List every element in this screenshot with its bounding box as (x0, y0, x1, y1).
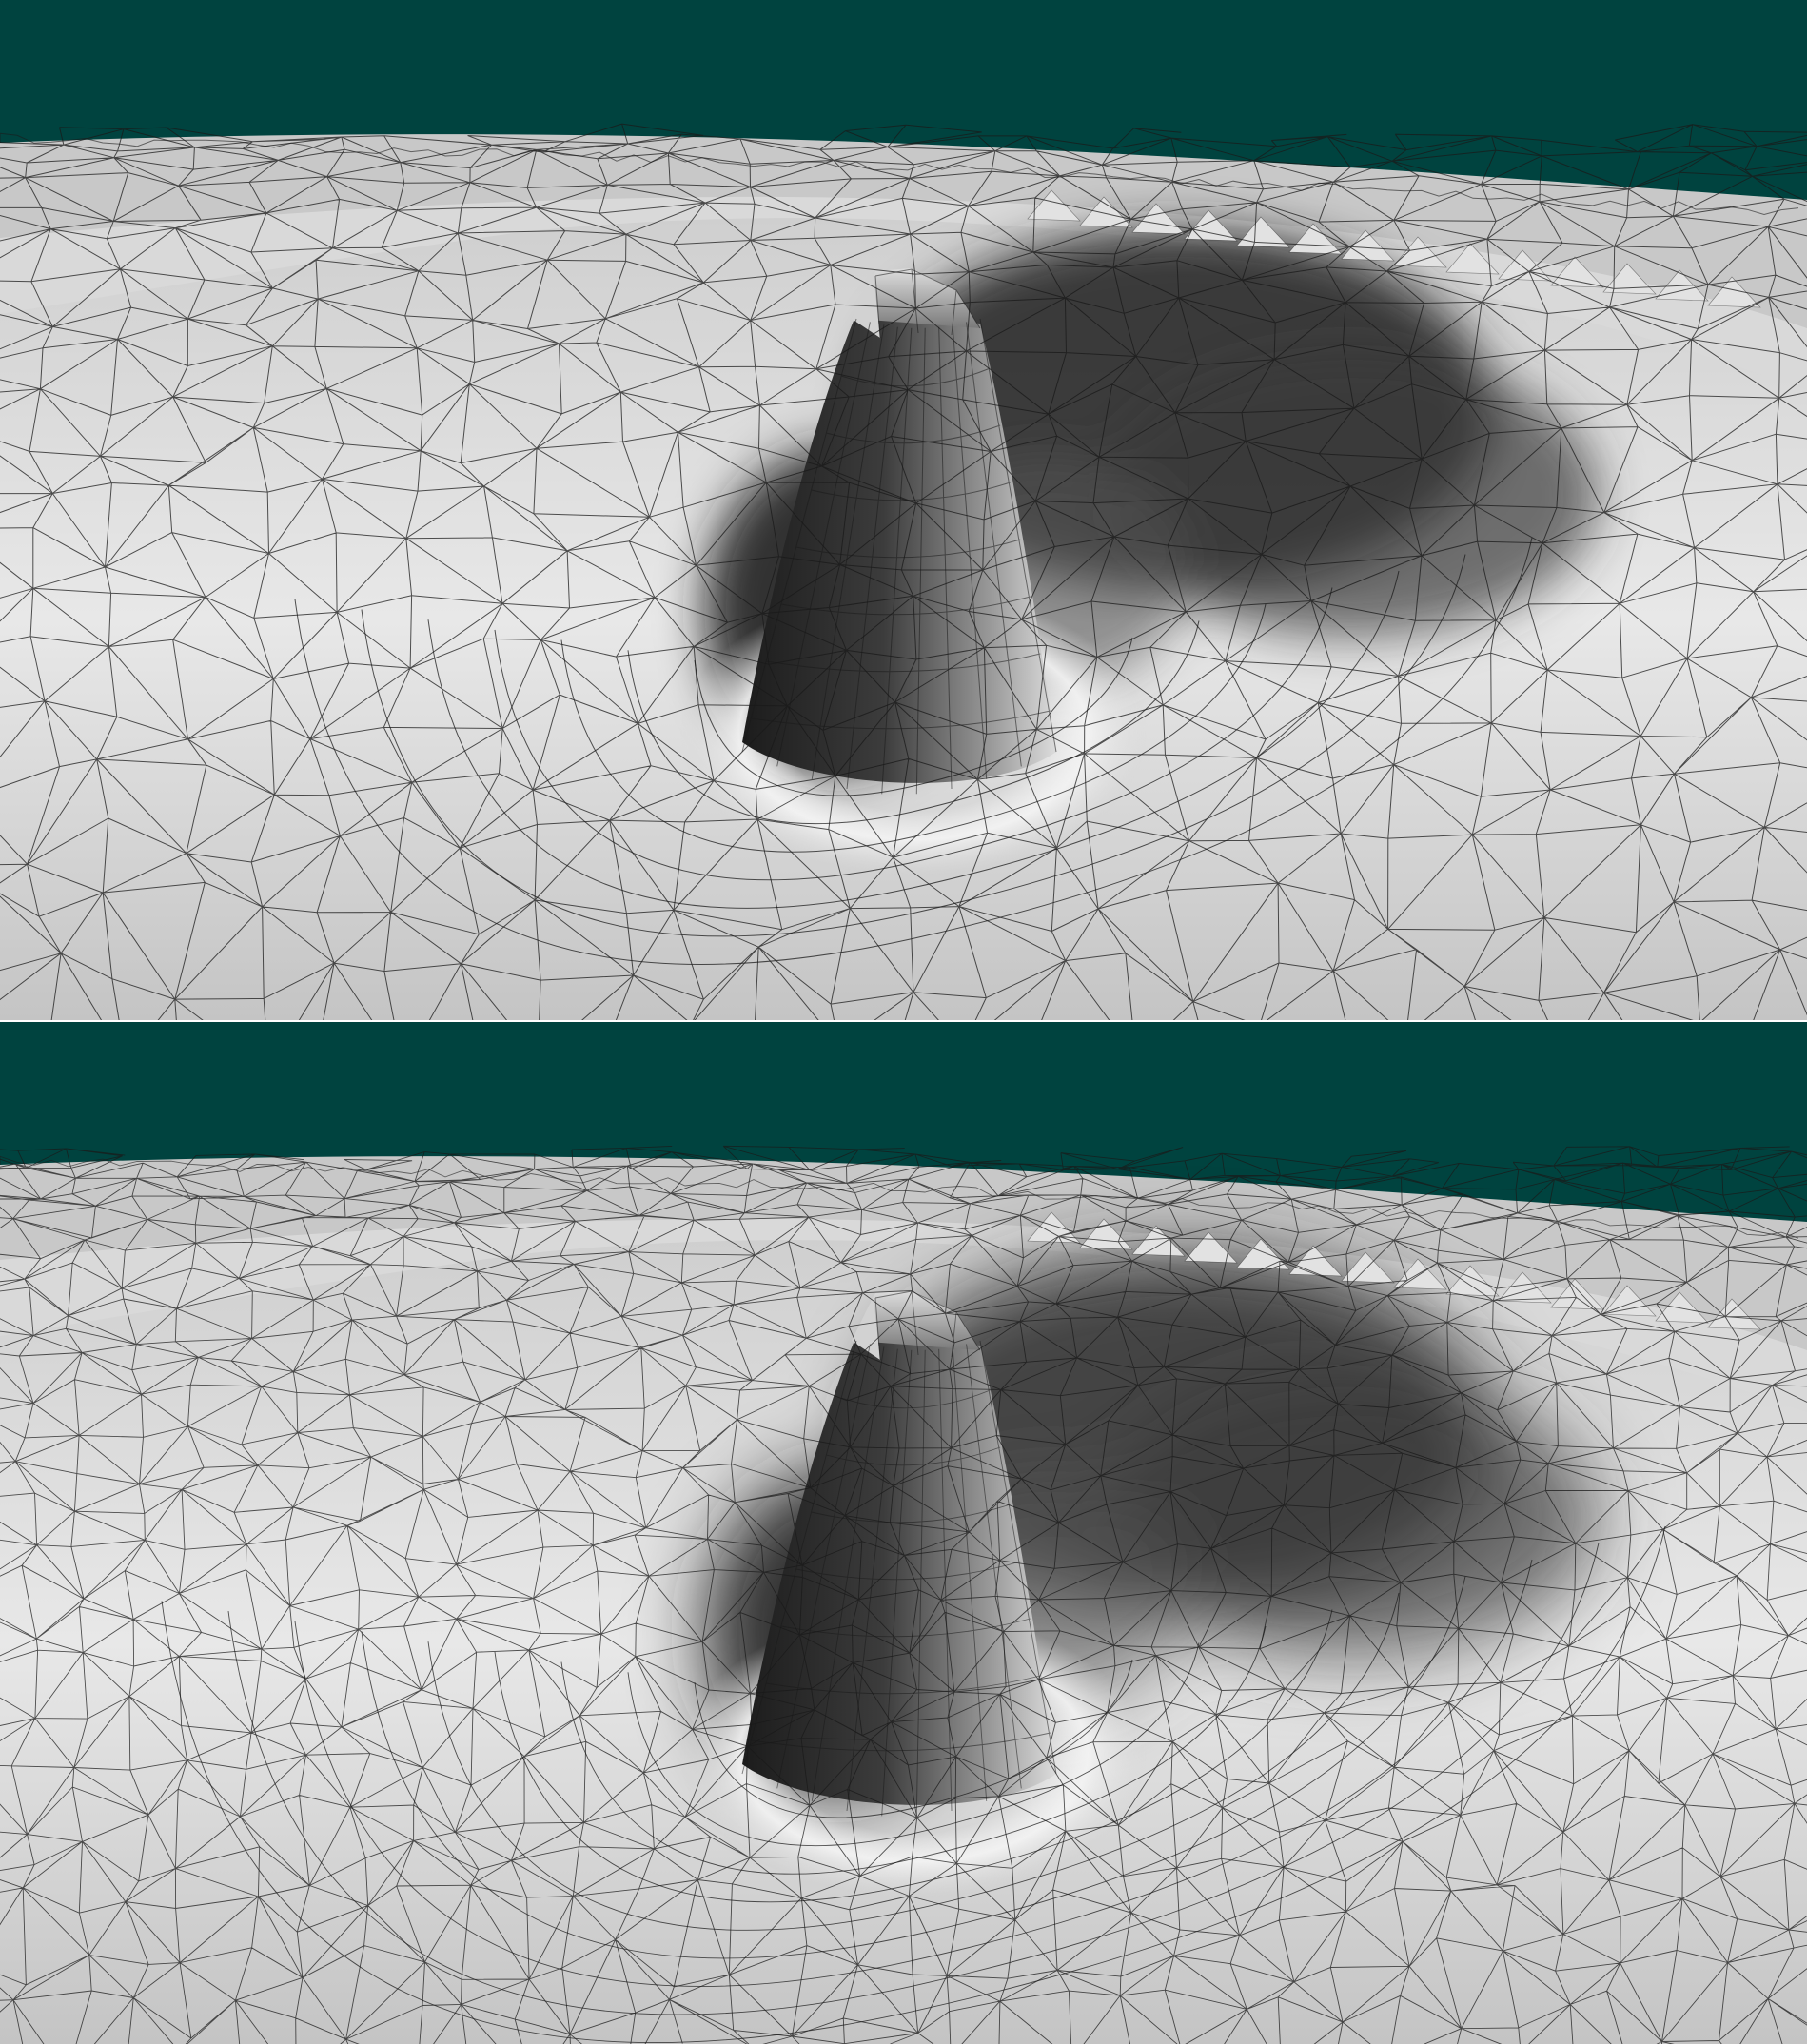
terrain-render-bottom (0, 1022, 1807, 2044)
render-viewport-bottom (0, 1022, 1807, 2044)
terrain-render-top (0, 0, 1807, 1022)
render-viewport-top (0, 0, 1807, 1022)
